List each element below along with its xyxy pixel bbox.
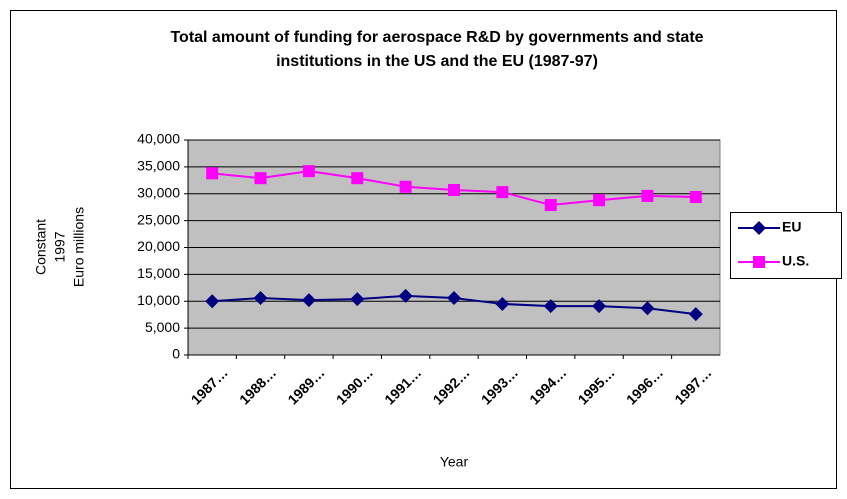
marker <box>495 296 510 311</box>
marker <box>689 190 702 203</box>
marker <box>753 256 765 268</box>
legend-label: EU <box>782 219 801 235</box>
y-tick-label: 30,000 <box>137 184 180 200</box>
marker <box>253 291 268 306</box>
marker <box>593 194 606 207</box>
y-axis-label: Euro millions <box>71 207 87 287</box>
y-tick-label: 0 <box>172 346 180 362</box>
marker <box>592 299 607 314</box>
marker <box>398 288 413 303</box>
legend-label: U.S. <box>782 253 809 269</box>
y-axis-label: Constant <box>33 219 49 275</box>
y-tick-label: 25,000 <box>137 211 180 227</box>
y-axis-label: 1997 <box>52 231 68 262</box>
y-tick-label: 20,000 <box>137 238 180 254</box>
y-tick-label: 40,000 <box>137 131 180 147</box>
marker <box>641 189 654 202</box>
chart-title: Total amount of funding for aerospace R&… <box>170 29 703 46</box>
y-tick-label: 15,000 <box>137 265 180 281</box>
marker <box>688 307 703 322</box>
marker <box>447 291 461 306</box>
x-axis-label: Year <box>440 454 469 470</box>
marker <box>640 301 655 316</box>
marker <box>301 293 316 308</box>
marker <box>399 180 412 193</box>
marker <box>206 167 219 180</box>
marker <box>544 199 557 212</box>
marker <box>543 299 558 314</box>
y-tick-label: 10,000 <box>137 292 180 308</box>
chart-title: institutions in the US and the EU (1987-… <box>276 53 598 70</box>
y-tick-label: 5,000 <box>145 319 180 335</box>
y-tick-label: 35,000 <box>137 158 180 174</box>
marker <box>752 221 766 235</box>
marker <box>205 294 220 309</box>
marker <box>496 186 509 199</box>
marker <box>448 183 460 196</box>
marker <box>302 165 315 178</box>
marker <box>254 172 267 185</box>
marker <box>350 292 365 307</box>
legend-box <box>730 212 842 279</box>
marker <box>351 172 364 185</box>
